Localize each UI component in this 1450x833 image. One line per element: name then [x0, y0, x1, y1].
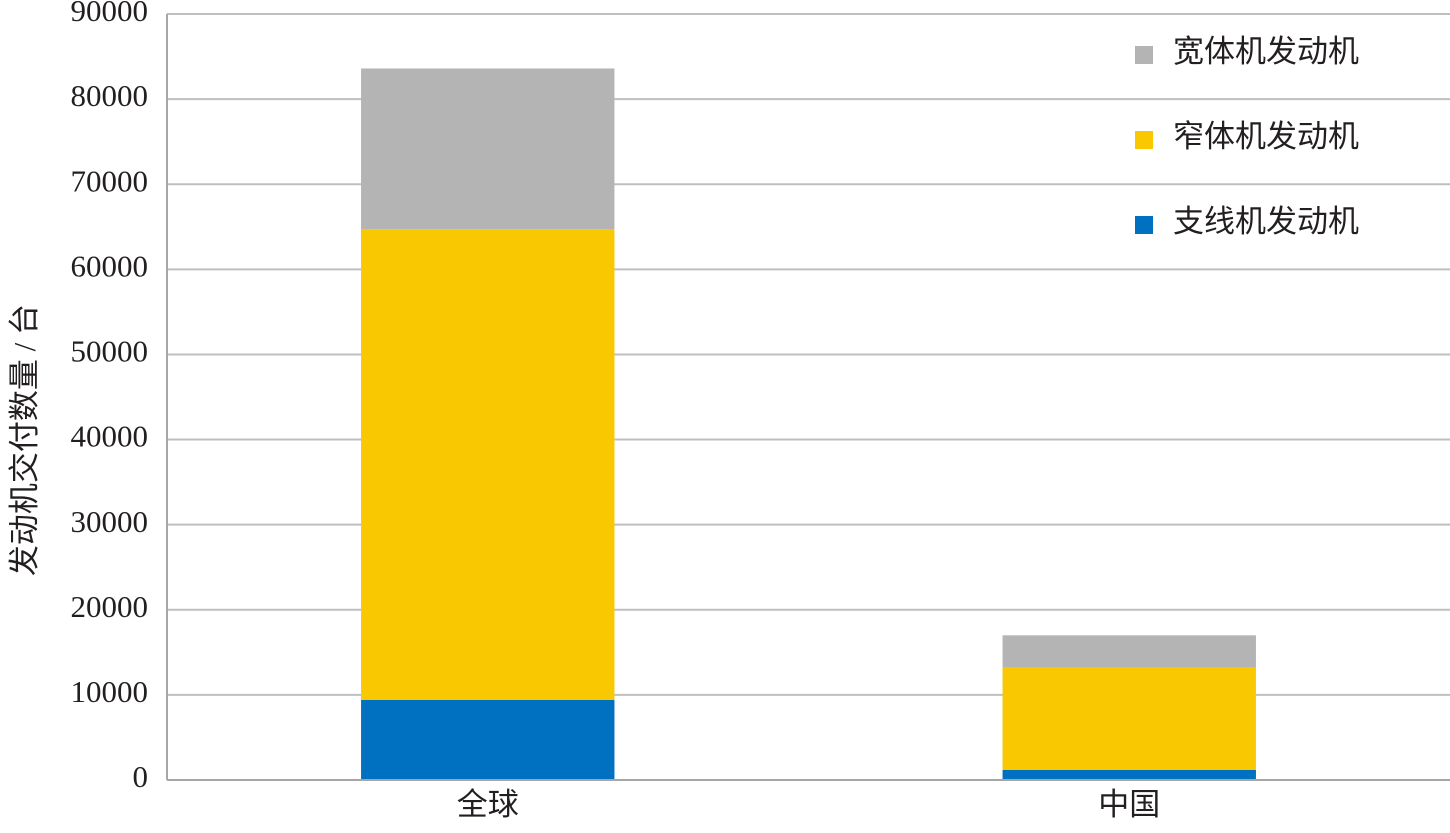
- y-tick-label: 0: [133, 759, 149, 794]
- y-tick-label: 30000: [71, 504, 149, 539]
- legend-swatch: [1135, 46, 1153, 64]
- y-axis-title: 发动机交付数量 / 台: [7, 304, 42, 576]
- y-tick-label: 20000: [71, 589, 149, 624]
- y-tick-label: 90000: [71, 0, 149, 28]
- bar-segment: [1002, 667, 1256, 770]
- bar-segment: [361, 229, 615, 700]
- x-tick-label: 全球: [457, 787, 519, 822]
- y-tick-label: 80000: [71, 78, 149, 113]
- legend-swatch: [1135, 216, 1153, 234]
- bar-segment: [1002, 769, 1256, 780]
- y-tick-label: 70000: [71, 163, 149, 198]
- y-tick-label: 50000: [71, 334, 149, 369]
- x-tick-label: 中国: [1098, 787, 1160, 822]
- y-tick-label: 10000: [71, 674, 149, 709]
- legend-label: 支线机发动机: [1173, 204, 1359, 239]
- bar-segment: [361, 68, 615, 230]
- y-tick-label: 60000: [71, 248, 149, 283]
- legend-label: 宽体机发动机: [1173, 34, 1359, 69]
- legend-swatch: [1135, 131, 1153, 149]
- bar-segment: [361, 699, 615, 780]
- bar-segment: [1002, 635, 1256, 668]
- legend-label: 窄体机发动机: [1173, 119, 1359, 154]
- y-tick-label: 40000: [71, 419, 149, 454]
